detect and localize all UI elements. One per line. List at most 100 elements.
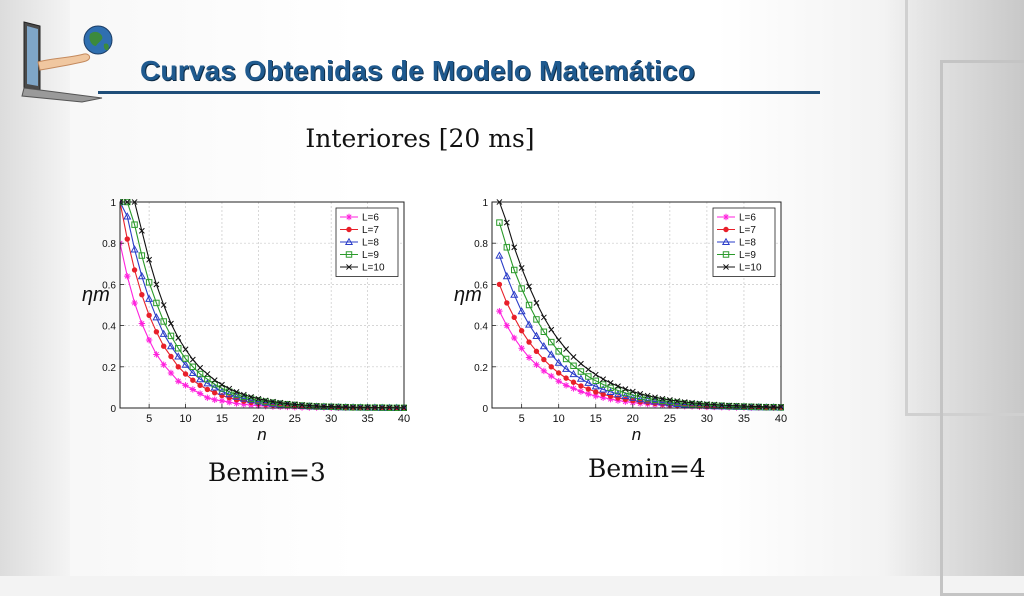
x-tick-label: 40 — [775, 413, 787, 425]
data-point — [502, 271, 511, 280]
laptop-hand-globe-icon — [21, 21, 113, 103]
slide-title: Curvas Obtenidas de Modelo Matemático — [140, 55, 696, 86]
data-point — [592, 371, 599, 378]
data-point — [189, 356, 196, 363]
data-point — [211, 396, 218, 403]
x-axis-label: n — [257, 425, 266, 444]
data-point — [548, 364, 554, 370]
data-point — [218, 397, 226, 404]
data-point — [585, 386, 592, 392]
data-point — [555, 370, 562, 376]
data-point — [518, 328, 525, 334]
y-tick-label: 0.2 — [102, 363, 116, 374]
data-point — [525, 354, 533, 361]
data-point — [511, 266, 518, 274]
data-point — [175, 364, 181, 370]
data-point — [614, 387, 622, 394]
data-point — [153, 299, 160, 307]
x-tick-label: 10 — [553, 413, 565, 425]
data-point — [689, 399, 695, 406]
data-point — [629, 388, 636, 395]
data-point — [555, 348, 562, 355]
caption-bemin-3: Bemin=3 — [208, 458, 326, 487]
data-point — [219, 381, 225, 388]
chart-bemin-3-plot: 5 10 15 20 25 30 35 40 0 0.2 0.4 0.6 0.8 1 n ηm L=6L=7 L=… — [82, 198, 410, 444]
data-point — [562, 382, 570, 389]
data-point — [197, 364, 204, 371]
data-point — [562, 364, 571, 372]
data-point — [248, 393, 254, 400]
data-point — [146, 312, 152, 319]
background-window-frame — [905, 0, 1024, 416]
data-point — [622, 389, 629, 397]
data-point — [517, 306, 526, 315]
data-point — [247, 395, 255, 402]
data-point — [233, 400, 240, 407]
data-point — [262, 397, 269, 404]
data-point — [211, 390, 218, 396]
data-point — [204, 386, 211, 393]
data-point — [189, 363, 197, 371]
data-point — [357, 404, 364, 411]
data-point — [541, 356, 547, 363]
plot-frame — [119, 201, 405, 409]
data-point — [255, 395, 262, 402]
plot-frame — [491, 201, 782, 409]
series-line — [120, 201, 404, 409]
data-point — [548, 372, 555, 380]
x-tick-label: 20 — [252, 413, 264, 425]
legend-marker — [723, 264, 729, 270]
data-point — [518, 345, 525, 352]
data-point — [159, 329, 168, 337]
data-point — [555, 337, 562, 343]
data-point — [725, 402, 733, 410]
data-point — [182, 382, 189, 389]
data-point — [188, 368, 197, 377]
data-point — [629, 391, 637, 399]
data-point — [577, 368, 585, 375]
data-point — [182, 355, 189, 362]
data-point — [674, 398, 681, 404]
data-point — [239, 394, 248, 402]
x-tick-label: 15 — [590, 413, 602, 425]
data-point — [570, 379, 577, 385]
data-point — [666, 397, 673, 403]
data-point — [196, 374, 205, 383]
data-point — [233, 389, 240, 395]
y-tick-label: 0.6 — [102, 280, 116, 291]
legend-marker — [722, 251, 730, 258]
data-point — [540, 367, 548, 375]
data-point — [526, 339, 532, 345]
legend-marker — [345, 213, 353, 221]
data-point — [299, 401, 305, 408]
legend-marker — [722, 213, 730, 221]
data-point — [525, 301, 533, 309]
data-point — [503, 244, 511, 251]
data-point — [503, 219, 510, 226]
slide-subtitle: Interiores [20 ms] — [305, 124, 535, 153]
data-point — [688, 400, 696, 408]
data-point — [733, 402, 740, 409]
data-point — [240, 391, 247, 398]
data-point — [578, 360, 584, 367]
data-point — [526, 283, 532, 290]
data-point — [123, 212, 132, 220]
data-point — [563, 346, 570, 352]
data-point — [203, 379, 212, 387]
data-point — [226, 395, 232, 401]
data-point — [496, 281, 503, 288]
data-point — [153, 281, 160, 288]
data-point — [120, 199, 123, 205]
data-point — [681, 400, 688, 407]
data-point — [600, 391, 606, 397]
x-tick-label: 5 — [146, 413, 152, 425]
data-point — [518, 285, 525, 292]
x-tick-label: 15 — [216, 413, 228, 425]
data-point — [615, 383, 621, 390]
data-point — [495, 251, 504, 259]
data-point — [145, 279, 153, 286]
data-point — [137, 271, 146, 280]
data-point — [131, 221, 138, 228]
data-point — [533, 348, 540, 355]
y-tick-label: 1 — [482, 198, 488, 209]
